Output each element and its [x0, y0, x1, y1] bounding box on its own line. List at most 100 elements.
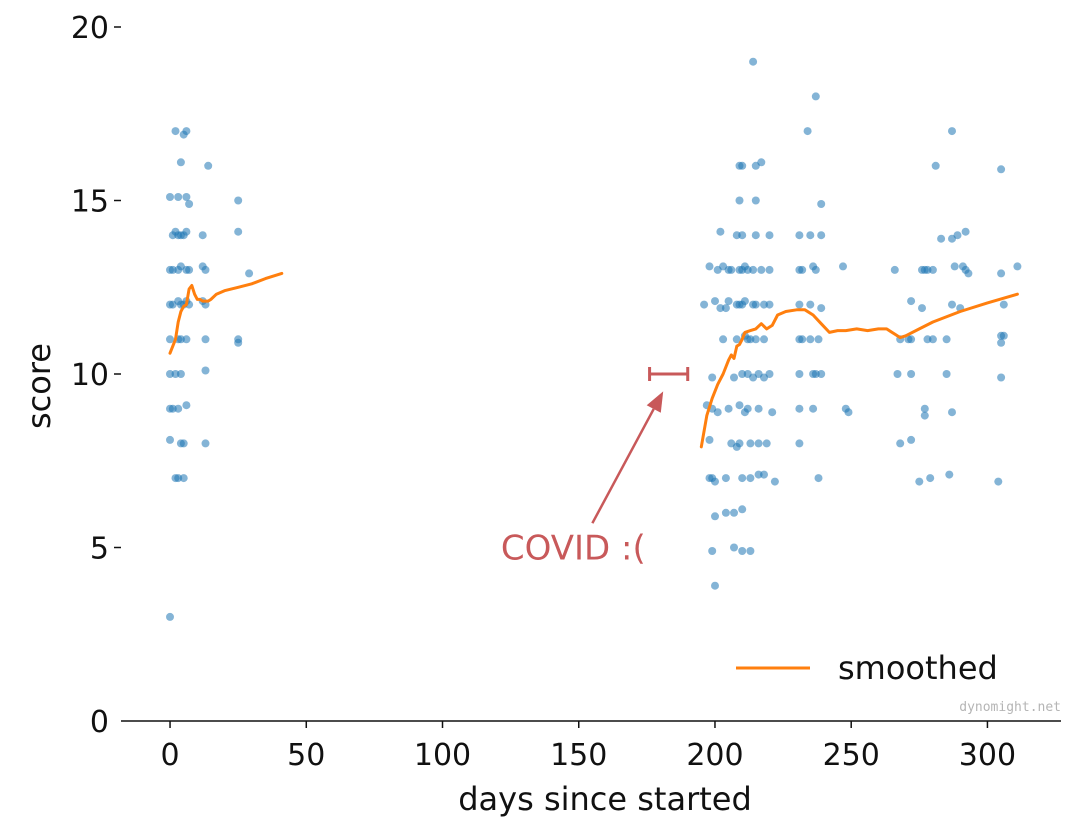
data-point — [907, 435, 916, 444]
data-point — [716, 304, 725, 313]
data-point — [185, 265, 194, 274]
data-point — [770, 477, 779, 486]
data-point — [721, 304, 730, 313]
data-point — [179, 474, 188, 483]
data-point — [754, 404, 763, 413]
data-point — [746, 439, 755, 448]
data-point — [182, 401, 191, 410]
data-point — [201, 335, 210, 344]
data-point — [997, 165, 1006, 174]
data-point — [964, 269, 973, 278]
data-point — [738, 231, 747, 240]
data-point — [711, 297, 719, 306]
data-point — [798, 335, 807, 344]
data-point — [182, 193, 191, 201]
scatter-points — [166, 57, 1022, 621]
smoothed-line — [168, 271, 284, 355]
data-point — [700, 300, 709, 309]
data-point — [174, 404, 183, 413]
data-point — [765, 370, 774, 378]
data-point — [1013, 262, 1022, 271]
y-axis-title: score — [20, 343, 58, 429]
data-point — [721, 474, 730, 483]
data-point — [997, 338, 1006, 347]
data-point — [937, 234, 946, 243]
data-point — [171, 127, 180, 136]
data-point — [746, 547, 755, 555]
annotation-arrow-shaft — [591, 408, 655, 524]
data-point — [809, 404, 818, 413]
data-point — [201, 439, 210, 448]
data-point — [751, 196, 760, 205]
data-point — [713, 408, 722, 417]
x-axis-title: days since started — [458, 780, 752, 818]
data-point — [749, 265, 758, 274]
legend-label-smoothed: smoothed — [838, 649, 998, 687]
x-tick-label: 0 — [160, 738, 179, 773]
data-point — [948, 127, 956, 136]
data-point — [166, 612, 174, 621]
data-point — [795, 300, 804, 309]
data-point — [795, 370, 804, 378]
data-point — [234, 196, 243, 205]
data-point — [711, 512, 719, 521]
x-tick-label: 200 — [686, 738, 743, 773]
data-point — [814, 474, 823, 483]
x-tick-label: 250 — [823, 738, 880, 773]
data-point — [732, 335, 741, 344]
data-point — [234, 227, 243, 236]
data-point — [198, 231, 207, 240]
data-point — [757, 158, 766, 167]
data-point — [942, 370, 951, 378]
data-point — [174, 474, 183, 483]
data-point — [746, 474, 755, 483]
data-point — [182, 335, 191, 344]
data-point — [751, 335, 760, 344]
y-tick-label: 5 — [90, 532, 109, 567]
data-point — [201, 265, 210, 274]
data-point — [945, 470, 954, 479]
axes: 0 50 100 150 200 250 300 0 5 10 15 20 days since sta… — [20, 11, 1061, 818]
data-point — [708, 547, 717, 555]
data-point — [721, 508, 730, 517]
data-point — [166, 193, 174, 201]
data-point — [839, 262, 847, 271]
y-tick-label: 0 — [90, 705, 109, 740]
data-point — [762, 439, 771, 448]
data-point — [806, 335, 815, 344]
data-point — [765, 300, 774, 309]
data-point — [176, 370, 185, 378]
data-point — [705, 262, 714, 271]
data-point — [738, 547, 747, 555]
data-point — [176, 335, 185, 344]
data-point — [711, 477, 719, 486]
data-point — [182, 127, 191, 136]
data-point — [735, 439, 744, 448]
data-point — [999, 331, 1008, 340]
data-point — [997, 269, 1006, 278]
x-tick-label: 150 — [550, 738, 607, 773]
data-point — [705, 435, 714, 444]
data-point — [166, 435, 174, 444]
data-point — [760, 470, 768, 479]
x-tick-label: 100 — [414, 738, 471, 773]
data-point — [708, 373, 717, 382]
annotation-text: COVID :( — [501, 529, 646, 569]
data-point — [994, 477, 1003, 486]
data-point — [997, 373, 1006, 382]
data-point — [751, 300, 760, 309]
data-point — [743, 404, 752, 413]
data-point — [811, 265, 820, 274]
data-point — [817, 370, 826, 378]
data-point — [953, 231, 962, 240]
data-point — [738, 505, 747, 514]
data-point — [814, 335, 823, 344]
data-point — [795, 231, 804, 240]
data-point — [730, 373, 738, 382]
x-tick-label: 300 — [959, 738, 1016, 773]
data-point — [803, 127, 812, 136]
data-point — [915, 477, 924, 486]
y-tick-label: 10 — [71, 358, 109, 393]
data-point — [738, 474, 747, 483]
